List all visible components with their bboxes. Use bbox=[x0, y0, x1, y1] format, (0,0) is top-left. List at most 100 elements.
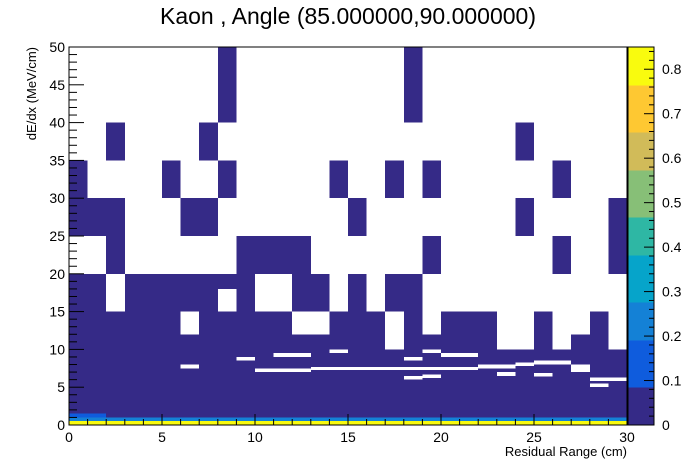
plot-area bbox=[69, 47, 627, 425]
color-scale-band bbox=[628, 254, 654, 265]
empty-bin bbox=[515, 362, 534, 367]
color-scale-tick-label: 0.1 bbox=[662, 373, 682, 389]
color-scale-band bbox=[628, 47, 654, 57]
color-scale-tick-label: 0.6 bbox=[662, 150, 682, 166]
color-scale-band bbox=[628, 245, 654, 256]
empty-bin bbox=[217, 288, 237, 312]
heatmap-cell bbox=[515, 198, 534, 236]
y-tick-label: 20 bbox=[49, 266, 65, 282]
color-scale-band bbox=[628, 132, 654, 142]
empty-bin bbox=[422, 374, 441, 379]
color-scale-frame bbox=[627, 46, 655, 426]
heatmap-cell bbox=[608, 198, 627, 236]
empty-bin bbox=[589, 377, 627, 382]
heatmap-cell bbox=[348, 198, 367, 236]
color-scale-band bbox=[628, 103, 654, 114]
empty-bin bbox=[255, 273, 293, 312]
heatmap-cell bbox=[162, 160, 181, 199]
color-scale-band bbox=[628, 321, 654, 331]
color-scale-band bbox=[628, 113, 654, 124]
heatmap-cell bbox=[552, 160, 572, 199]
x-tick-label: 5 bbox=[158, 429, 166, 445]
empty-bin bbox=[422, 273, 627, 312]
color-scale-band bbox=[628, 160, 654, 171]
color-scale-band bbox=[628, 122, 654, 133]
color-scale-band bbox=[628, 236, 654, 246]
x-tick-label: 0 bbox=[65, 429, 73, 445]
color-scale-band bbox=[628, 65, 654, 76]
empty-bin bbox=[422, 311, 441, 335]
heatmap-cell bbox=[106, 236, 125, 274]
empty-bin bbox=[329, 273, 348, 312]
empty-bin bbox=[534, 360, 572, 365]
y-tick-label: 25 bbox=[49, 228, 65, 244]
color-scale-band bbox=[628, 169, 654, 180]
x-tick-label: 25 bbox=[526, 429, 542, 445]
x-tick-label: 15 bbox=[340, 429, 356, 445]
color-scale-band bbox=[628, 283, 654, 294]
empty-bin bbox=[403, 375, 423, 380]
empty-bin bbox=[496, 372, 516, 376]
heatmap-cell bbox=[403, 47, 423, 123]
empty-bin bbox=[571, 364, 590, 373]
color-scale-tick-label: 0.4 bbox=[662, 239, 682, 255]
empty-bin bbox=[366, 273, 386, 312]
heatmap-cell bbox=[69, 273, 107, 373]
color-scale-band bbox=[628, 94, 654, 105]
empty-bin bbox=[255, 368, 311, 373]
heatmap-cell bbox=[422, 160, 441, 199]
color-scale-band bbox=[628, 311, 654, 322]
empty-bin bbox=[422, 349, 441, 354]
x-tick-label: 10 bbox=[247, 429, 263, 445]
y-tick-label: 5 bbox=[57, 379, 65, 395]
color-scale-band bbox=[628, 198, 654, 209]
color-scale-band bbox=[628, 349, 654, 360]
color-scale-band bbox=[628, 358, 654, 369]
empty-bin bbox=[589, 383, 609, 388]
chart-title: Kaon , Angle (85.000000,90.000000) bbox=[160, 3, 536, 29]
heatmap-cell bbox=[608, 236, 627, 274]
y-tick-label: 30 bbox=[49, 190, 65, 206]
empty-bin bbox=[180, 364, 200, 369]
heatmap-cell bbox=[199, 122, 218, 161]
empty-bin bbox=[534, 372, 553, 377]
color-scale-tick-label: 0.2 bbox=[662, 328, 682, 344]
heatmap-cell bbox=[515, 122, 534, 161]
heatmap-cell bbox=[69, 372, 627, 418]
empty-bin bbox=[310, 366, 479, 370]
color-scale-tick-label: 0.3 bbox=[662, 284, 682, 300]
color-scale-band bbox=[628, 226, 654, 237]
color-scale-band bbox=[628, 330, 654, 341]
y-tick-label: 40 bbox=[49, 115, 65, 131]
y-axis-label: dE/dx (MeV/cm) bbox=[24, 47, 39, 140]
color-scale-band bbox=[628, 368, 654, 379]
color-scale: 0 0.1 0.2 0.3 0.4 0.5 0.6 0.7 0.8 bbox=[627, 46, 682, 433]
heatmap-cell bbox=[69, 413, 107, 418]
heatmap-cell bbox=[422, 236, 441, 274]
color-scale-band bbox=[628, 188, 654, 199]
y-tick-label: 0 bbox=[57, 417, 65, 433]
y-tick-label: 50 bbox=[49, 39, 65, 55]
heatmap-cell bbox=[236, 236, 311, 274]
color-scale-band bbox=[628, 264, 654, 275]
empty-bin bbox=[329, 349, 348, 354]
heatmap-cell bbox=[106, 198, 125, 236]
empty-bin bbox=[441, 353, 479, 357]
empty-bin bbox=[403, 356, 423, 361]
heatmap-cell bbox=[180, 198, 218, 236]
color-scale-band bbox=[628, 56, 654, 67]
heatmap-cell bbox=[217, 47, 237, 123]
color-scale-band bbox=[628, 396, 654, 407]
heatmap-cell bbox=[329, 160, 348, 199]
y-tick-label: 35 bbox=[49, 152, 65, 168]
empty-bin bbox=[496, 311, 534, 350]
empty-bin bbox=[292, 311, 330, 335]
empty-bin bbox=[552, 311, 572, 350]
color-scale-band bbox=[628, 415, 654, 426]
color-scale-tick-label: 0.8 bbox=[662, 61, 682, 77]
heatmap-cell bbox=[106, 122, 125, 161]
empty-bin bbox=[385, 311, 404, 350]
x-tick-label: 30 bbox=[619, 429, 635, 445]
heatmap-cell bbox=[217, 160, 237, 199]
